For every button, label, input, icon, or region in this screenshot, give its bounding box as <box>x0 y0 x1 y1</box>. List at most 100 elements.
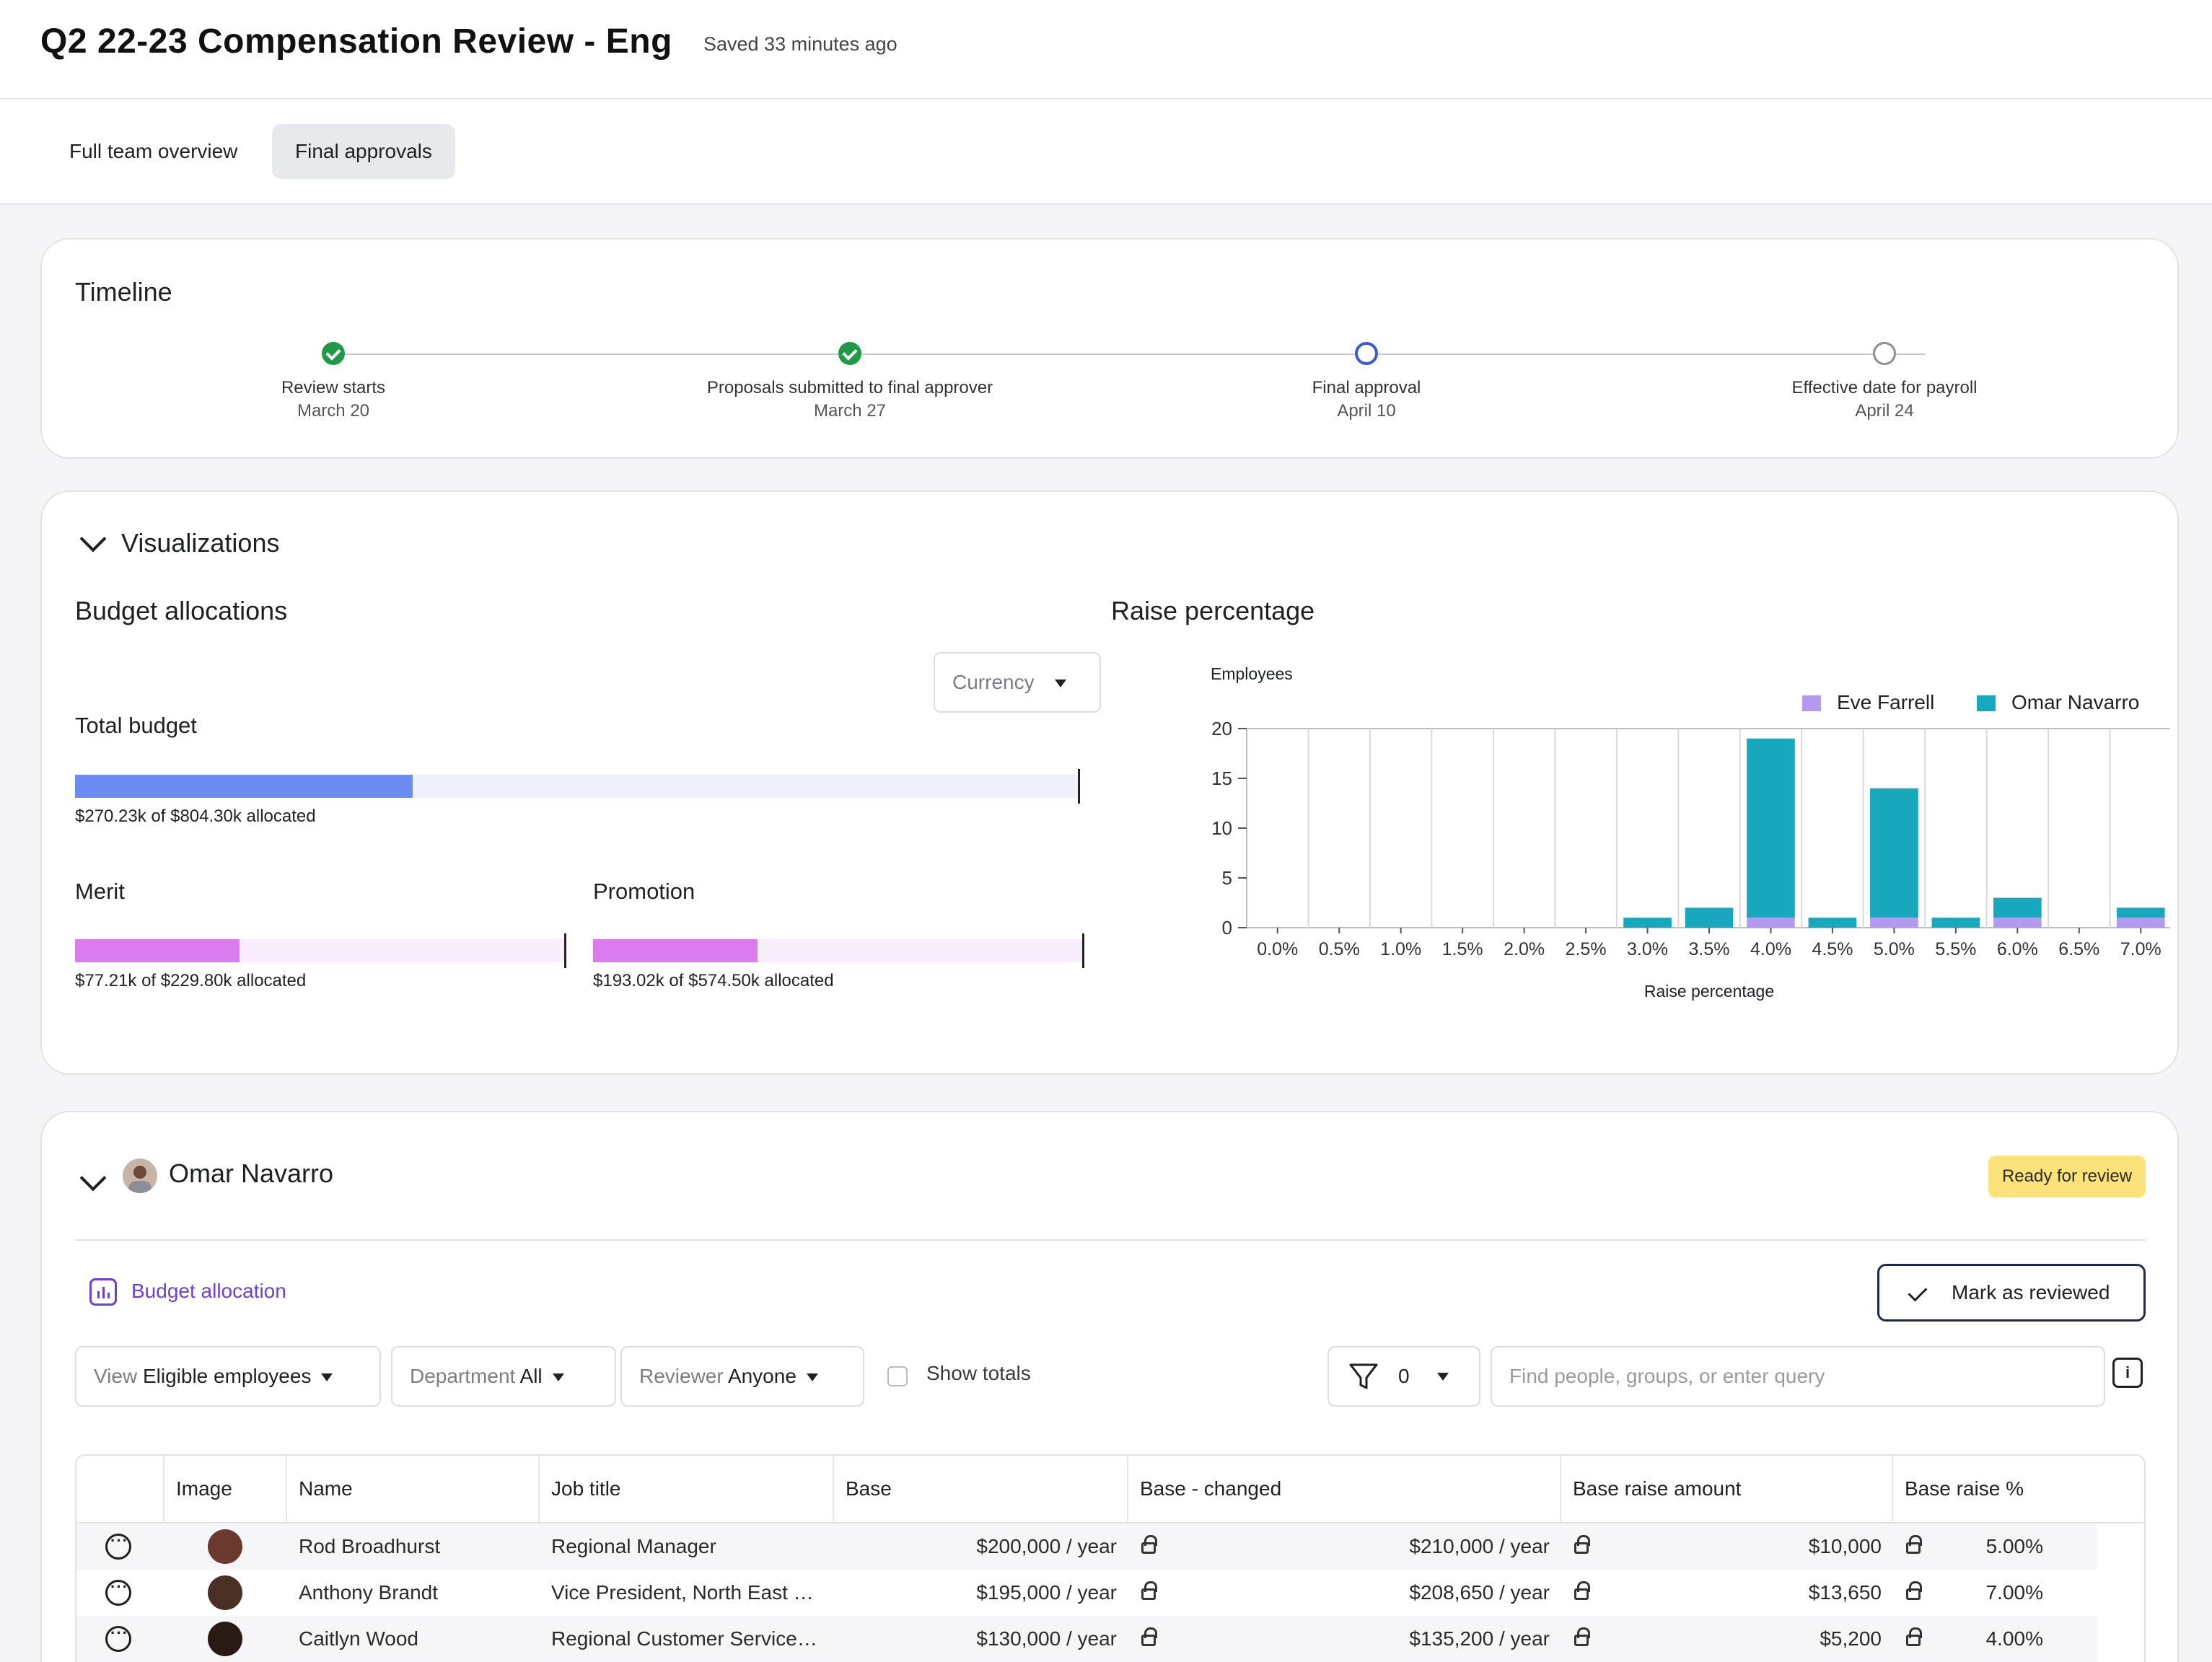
timeline-done-icon <box>322 342 345 365</box>
job-title: Vice President, North East … <box>551 1581 814 1604</box>
y-axis-label: Employees <box>1211 664 1293 683</box>
column-header-base-raise-amount[interactable]: Base raise amount <box>1561 1456 1893 1522</box>
comment-icon[interactable] <box>105 1578 131 1606</box>
timeline-current-icon <box>1355 342 1378 365</box>
raise-pct-value[interactable]: 7.00% <box>1985 1581 2043 1604</box>
tab-full-team-overview[interactable]: Full team overview <box>69 140 238 162</box>
bar-omar-navarro <box>1870 788 1918 918</box>
bar-eve-farrell <box>2116 918 2165 928</box>
base-changed-value[interactable]: $208,650 / year <box>1409 1581 1550 1604</box>
tab-final-approvals[interactable]: Final approvals <box>272 124 455 179</box>
total-budget-fill <box>75 775 413 798</box>
legend-swatch <box>1977 695 1996 711</box>
department-select[interactable]: Department All <box>391 1346 616 1407</box>
page-header: Q2 22-23 Compensation Review - Eng Saved… <box>0 0 2212 100</box>
comment-icon[interactable] <box>105 1624 131 1652</box>
reviewer-name: Omar Navarro <box>169 1158 334 1188</box>
reviewer-select[interactable]: Reviewer Anyone <box>620 1346 864 1407</box>
table-row[interactable]: Anthony Brandt Vice President, North Eas… <box>76 1570 2097 1616</box>
step-label: Effective date for payroll <box>1791 378 1978 397</box>
table-row[interactable]: Caitlyn Wood Regional Customer Service… … <box>76 1616 2097 1662</box>
status-badge: Ready for review <box>1988 1156 2146 1197</box>
total-budget-text: $270.23k of $804.30k allocated <box>75 806 316 826</box>
column-header-base-changed[interactable]: Base - changed <box>1128 1456 1561 1522</box>
x-tick-label: 1.0% <box>1380 939 1421 959</box>
raise-amount-value[interactable]: $10,000 <box>1808 1535 1882 1557</box>
caret-down-icon <box>1437 1373 1449 1381</box>
filter-count: 0 <box>1398 1365 1410 1387</box>
raise-percentage-title: Raise percentage <box>1111 596 1315 625</box>
show-totals-checkbox[interactable] <box>887 1366 908 1386</box>
currency-select[interactable]: Currency <box>934 652 1101 713</box>
chevron-down-icon[interactable] <box>79 1164 107 1192</box>
base-value: $200,000 / year <box>976 1535 1117 1557</box>
base-changed-value[interactable]: $135,200 / year <box>1409 1627 1550 1650</box>
legend-swatch <box>1802 695 1821 711</box>
x-tick-label: 7.0% <box>2120 939 2161 959</box>
department-select-value: All <box>519 1365 543 1387</box>
x-tick-label: 4.0% <box>1750 939 1791 959</box>
filter-button[interactable]: 0 <box>1327 1346 1480 1407</box>
lock-icon <box>1141 1581 1157 1600</box>
column-header-base[interactable]: Base <box>834 1456 1128 1522</box>
saved-status: Saved 33 minutes ago <box>703 33 897 55</box>
total-budget-label: Total budget <box>75 713 197 738</box>
merit-label: Merit <box>75 879 125 904</box>
bar-eve-farrell <box>1747 918 1795 928</box>
plot-area <box>1246 728 2170 928</box>
raise-amount-value[interactable]: $5,200 <box>1820 1627 1882 1650</box>
x-tick-label: 1.5% <box>1442 939 1483 959</box>
y-tick-label: 20 <box>1211 718 1232 739</box>
view-select-value: Eligible employees <box>142 1365 312 1387</box>
step-date: March 20 <box>297 401 370 421</box>
visualizations-card: Visualizations Budget allocations Curren… <box>40 491 2179 1075</box>
budget-allocations-title: Budget allocations <box>75 596 288 625</box>
comment-icon[interactable] <box>105 1531 131 1560</box>
x-tick-label: 2.5% <box>1566 939 1607 959</box>
column-header-image[interactable]: Image <box>164 1456 287 1522</box>
merit-limit-marker <box>564 933 566 968</box>
x-tick-label: 2.0% <box>1504 939 1545 959</box>
bar-omar-navarro <box>1747 738 1795 918</box>
timeline-future-icon <box>1873 342 1896 365</box>
visualizations-title: Visualizations <box>121 528 280 558</box>
employee-name: Rod Broadhurst <box>299 1535 441 1557</box>
bar-omar-navarro <box>1931 918 1980 928</box>
avatar <box>208 1575 242 1610</box>
merit-text: $77.21k of $229.80k allocated <box>75 971 307 990</box>
x-tick-label: 5.5% <box>1935 939 1976 959</box>
bar-omar-navarro <box>1685 907 1734 928</box>
column-header-name[interactable]: Name <box>287 1456 540 1522</box>
check-icon <box>1908 1282 1928 1302</box>
lock-icon <box>1906 1581 1922 1600</box>
timeline-step-2: Proposals submitted to final approver Ma… <box>633 377 1066 423</box>
chart-icon <box>89 1278 117 1306</box>
y-tick-label: 10 <box>1211 817 1232 839</box>
table-row[interactable]: Rod Broadhurst Regional Manager $200,000… <box>76 1524 2097 1570</box>
total-budget-bar <box>75 769 1080 804</box>
search-input[interactable]: Find people, groups, or enter query <box>1491 1346 2105 1407</box>
reviewer-select-label: Reviewer <box>639 1365 724 1387</box>
view-select[interactable]: View Eligible employees <box>75 1346 381 1407</box>
info-icon[interactable]: i <box>2112 1358 2143 1388</box>
lock-icon <box>1906 1535 1922 1554</box>
mark-as-reviewed-button[interactable]: Mark as reviewed <box>1877 1264 2146 1322</box>
raise-amount-value[interactable]: $13,650 <box>1808 1581 1882 1604</box>
chevron-down-icon[interactable] <box>79 525 107 553</box>
budget-allocation-label: Budget allocation <box>131 1280 286 1302</box>
raise-pct-value[interactable]: 5.00% <box>1985 1535 2043 1557</box>
step-date: April 24 <box>1855 401 1914 421</box>
caret-down-icon <box>321 1373 333 1382</box>
column-header-base-raise-pct[interactable]: Base raise % <box>1905 1477 2024 1500</box>
mark-as-reviewed-label: Mark as reviewed <box>1952 1281 2110 1303</box>
timeline-title: Timeline <box>75 277 172 307</box>
raise-pct-value[interactable]: 4.00% <box>1985 1627 2043 1650</box>
column-header-job-title[interactable]: Job title <box>540 1456 834 1522</box>
timeline-done-icon <box>838 342 861 365</box>
base-changed-value[interactable]: $210,000 / year <box>1409 1535 1550 1557</box>
currency-select-value: Currency <box>952 671 1035 693</box>
bar-eve-farrell <box>1993 918 2042 928</box>
divider <box>75 1239 2146 1241</box>
base-value: $195,000 / year <box>976 1581 1117 1604</box>
timeline-line <box>333 353 1925 355</box>
